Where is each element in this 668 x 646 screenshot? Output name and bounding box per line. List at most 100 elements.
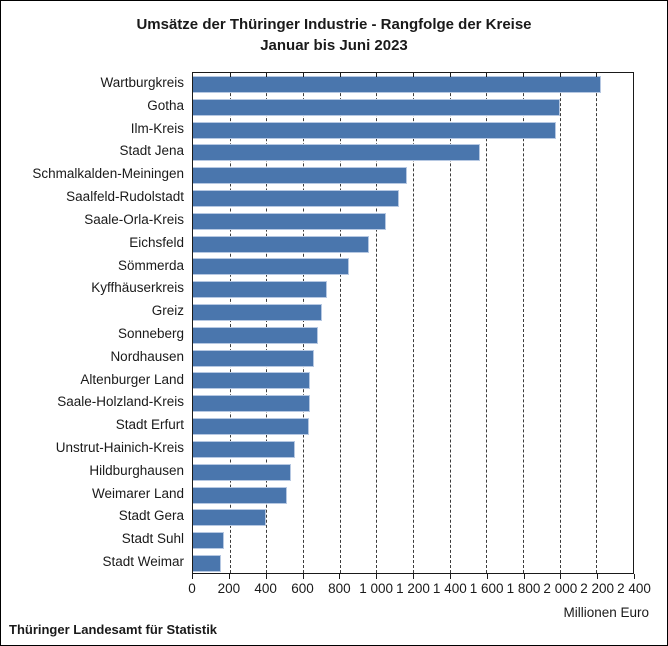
gridline (303, 73, 304, 573)
bar-row (193, 552, 633, 575)
bar (193, 326, 319, 344)
footer-credit: Thüringer Landesamt für Statistik (9, 622, 218, 637)
x-tick-mark (302, 574, 304, 579)
x-tick-mark (413, 574, 414, 579)
x-tick-label: 200 (217, 581, 241, 596)
bar-row (193, 278, 633, 301)
bar (193, 372, 310, 390)
gridline (413, 73, 414, 573)
bar-row (193, 506, 633, 529)
top-tick-mark (523, 73, 524, 77)
bar-row (193, 347, 633, 370)
bar (193, 121, 557, 139)
bar-row (193, 415, 633, 438)
gridline (523, 73, 524, 573)
category-label: Saale-Holzland-Kreis (57, 394, 184, 410)
bar (193, 440, 295, 458)
bar-row (193, 301, 633, 324)
x-tick-label: 2 000 (543, 581, 578, 596)
x-tick-mark (376, 574, 378, 579)
x-tick-mark (339, 574, 341, 579)
bar-row (193, 210, 633, 233)
chart-title: Umsätze der Thüringer Industrie - Rangfo… (1, 14, 667, 56)
bar (193, 395, 310, 413)
category-label: Sonneberg (117, 325, 184, 341)
x-tick-label: 2 400 (617, 581, 651, 596)
top-tick-mark (266, 73, 268, 77)
bar (193, 509, 266, 527)
chart-title-line1: Umsätze der Thüringer Industrie - Rangfo… (136, 16, 532, 33)
x-tick-mark (523, 574, 525, 579)
category-label: Altenburger Land (80, 371, 184, 387)
category-label: Stadt Weimar (102, 554, 184, 570)
x-tick-label: 1 800 (506, 581, 541, 596)
x-tick-label: 1 200 (396, 581, 430, 596)
bar-row (193, 256, 633, 279)
category-label: Unstrut-Hainich-Kreis (55, 440, 184, 455)
x-axis: 0 200 400 600 800 1 000 1 200 1 400 1 600 1 800 2 … (188, 574, 651, 604)
bar-row (193, 187, 633, 210)
gridline (486, 73, 488, 573)
bar (193, 418, 309, 436)
top-tick-mark (413, 73, 414, 77)
bar-row (193, 96, 633, 119)
top-tick-mark (449, 73, 451, 77)
category-label: Stadt Gera (118, 508, 184, 524)
category-label: Kyffhäuserkreis (91, 280, 184, 296)
x-tick-label: 2 200 (580, 581, 615, 596)
category-label: Wartburgkreis (100, 75, 184, 90)
top-tick-mark (376, 73, 378, 77)
x-tick-label: 1 600 (469, 581, 504, 596)
category-label: Saale-Orla-Kreis (84, 211, 184, 227)
x-tick-label: 800 (328, 581, 351, 596)
chart-title-line2: Januar bis Juni 2023 (260, 37, 408, 54)
x-tick-label: 0 (188, 581, 196, 596)
bar (193, 75, 602, 93)
category-label: Nordhausen (110, 348, 184, 364)
plot-area (192, 72, 634, 574)
x-tick-label: 400 (254, 581, 277, 596)
category-label: Stadt Jena (119, 143, 184, 159)
x-tick-label: 1 400 (432, 581, 467, 596)
x-tick-mark (597, 574, 599, 579)
bar-row (193, 233, 633, 256)
gridline (229, 73, 231, 573)
top-tick-mark (303, 73, 304, 77)
bar-row (193, 324, 633, 347)
bar-row (193, 484, 633, 507)
bar (193, 349, 314, 367)
x-tick-label: 1 000 (359, 581, 394, 596)
bar-row (193, 164, 633, 187)
bar-row (193, 392, 633, 415)
top-tick-mark (559, 73, 561, 77)
category-label: Greiz (151, 303, 184, 319)
bar-row (193, 73, 633, 96)
bar-row (193, 119, 633, 142)
bar (193, 167, 407, 185)
x-tick-label: 600 (291, 581, 314, 596)
bar (193, 258, 350, 276)
bar-row (193, 438, 633, 461)
bar (193, 486, 288, 504)
top-tick-mark (596, 73, 598, 77)
bars-container (193, 73, 633, 573)
gridline (559, 73, 561, 573)
bar (193, 281, 327, 299)
top-tick-mark (339, 73, 341, 77)
axis-unit-label: Millionen Euro (563, 605, 649, 620)
gridline (449, 73, 451, 573)
x-tick-mark (449, 574, 451, 579)
category-label: Stadt Suhl (121, 531, 184, 547)
bar (193, 554, 222, 572)
category-label: Saalfeld-Rudolstadt (66, 189, 184, 205)
x-tick-mark (265, 574, 267, 579)
bar (193, 212, 387, 230)
gridline (339, 73, 341, 573)
bar (193, 463, 292, 481)
category-label: Weimarer Land (91, 485, 184, 501)
bar (193, 144, 480, 162)
bar (193, 189, 400, 207)
bar-row (193, 461, 633, 484)
category-label: Hildburghausen (89, 462, 184, 478)
